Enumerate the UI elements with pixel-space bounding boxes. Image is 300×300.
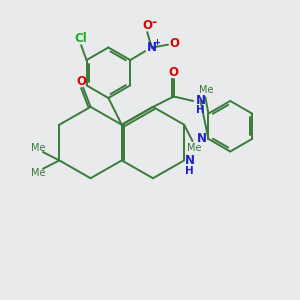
Text: Me: Me [31, 168, 45, 178]
Text: O: O [76, 74, 87, 88]
Text: Me: Me [31, 143, 45, 153]
Text: Cl: Cl [75, 32, 88, 45]
Text: -: - [151, 16, 156, 29]
Text: H: H [196, 106, 205, 116]
Text: Me: Me [187, 143, 202, 153]
Text: Me: Me [199, 85, 213, 95]
Text: O: O [169, 37, 180, 50]
Text: N: N [196, 94, 206, 107]
Text: +: + [153, 38, 160, 47]
Text: N: N [184, 154, 194, 167]
Text: H: H [185, 166, 194, 176]
Text: N: N [197, 132, 207, 146]
Text: O: O [142, 19, 152, 32]
Text: O: O [169, 66, 179, 79]
Text: N: N [147, 41, 157, 54]
